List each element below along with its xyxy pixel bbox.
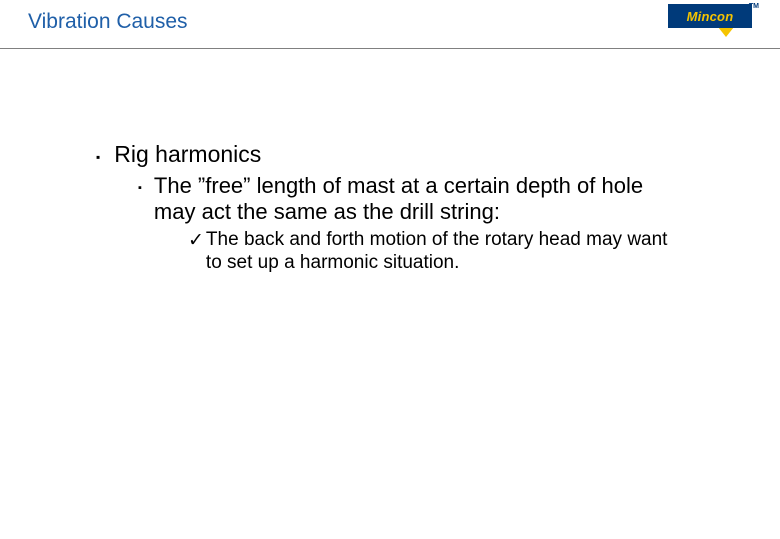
logo-text: Mincon (687, 9, 734, 24)
bullet-text: The back and forth motion of the rotary … (206, 229, 686, 275)
slide: Vibration Causes Mincon TM ▪ Rig harmoni… (0, 0, 780, 539)
bullet-level-1: ▪ Rig harmonics (96, 141, 730, 168)
header: Vibration Causes Mincon TM (0, 0, 780, 48)
bullet-level-2: ▪ The ”free” length of mast at a certain… (138, 173, 730, 225)
bullet-icon: ▪ (96, 150, 100, 164)
bullet-icon: ▪ (138, 182, 142, 194)
logo-tm: TM (749, 3, 759, 10)
check-icon: ✓ (188, 229, 204, 252)
logo-box: Mincon TM (668, 4, 752, 28)
bullet-level-3: ✓ The back and forth motion of the rotar… (188, 229, 730, 275)
bullet-text: Rig harmonics (114, 141, 261, 168)
content-body: ▪ Rig harmonics ▪ The ”free” length of m… (0, 49, 780, 275)
mincon-logo: Mincon TM (668, 4, 752, 38)
bullet-text: The ”free” length of mast at a certain d… (154, 173, 674, 225)
chevron-down-icon (718, 27, 734, 37)
